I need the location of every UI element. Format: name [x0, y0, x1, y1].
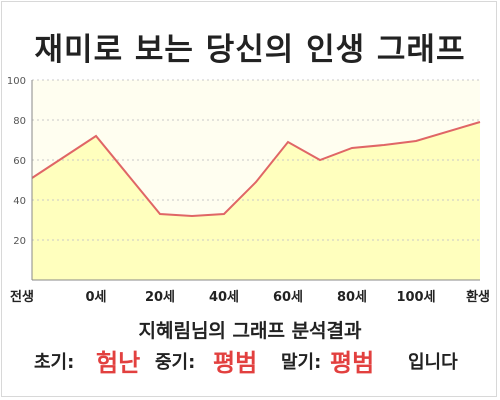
y-tick-label-60: 60 — [13, 156, 26, 167]
result-suffix: 입니다 — [408, 352, 458, 373]
x-tick-label-3: 40세 — [209, 290, 239, 305]
x-tick-label-1: 0세 — [85, 290, 106, 305]
series-line — [31, 121, 481, 218]
x-tick-label-0: 전생 — [10, 289, 34, 305]
x-tick-label-5: 80세 — [337, 290, 367, 305]
x-tick-label-4: 60세 — [273, 290, 303, 305]
mid-value: 평범 — [213, 349, 258, 377]
result-line: 초기: 험난 중기: 평범 말기: 평범 입니다 — [0, 346, 500, 380]
result-title: 지혜림님의 그래프 분석결과 — [138, 320, 362, 342]
x-tick-label-6: 100세 — [396, 290, 435, 305]
mid-label: 중기: — [155, 352, 196, 373]
x-tick-label-7: 환생 — [466, 289, 490, 305]
early-value: 험난 — [96, 349, 141, 377]
late-value: 평범 — [330, 349, 375, 377]
y-tick-label-40: 40 — [13, 196, 26, 207]
page-title: 재미로 보는 당신의 인생 그래프 — [34, 32, 466, 68]
y-tick-label-20: 20 — [13, 236, 26, 247]
y-tick-label-100: 100 — [7, 76, 26, 87]
y-tick-label-80: 80 — [13, 116, 26, 127]
late-label: 말기: — [281, 352, 322, 373]
early-label: 초기: — [34, 352, 75, 373]
x-tick-label-2: 20세 — [145, 290, 175, 305]
